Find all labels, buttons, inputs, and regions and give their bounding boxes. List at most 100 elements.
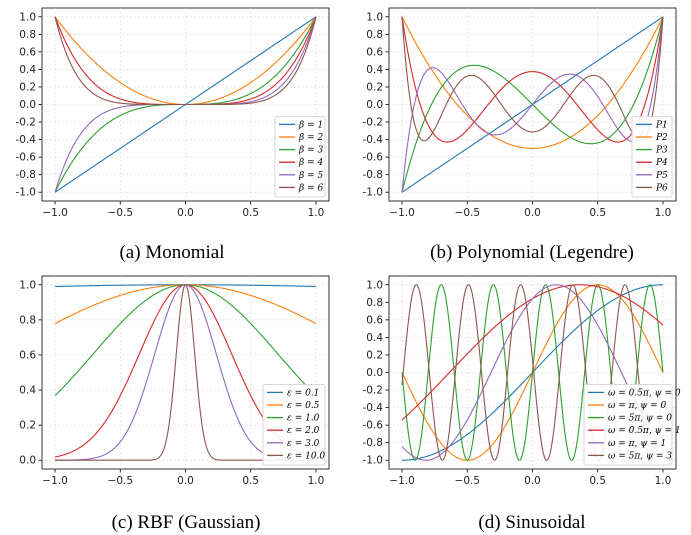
legend: ω = 0.5π, ψ = 0 ω = π, ψ = 0 ω = 5π, ψ = 0… bbox=[583, 383, 681, 466]
x-tick-label: 1.0 bbox=[655, 475, 672, 487]
x-tick-label: −0.5 bbox=[108, 475, 134, 487]
x-tick-labels: −1.0 −0.5 0.0 0.5 1.0 bbox=[389, 201, 671, 219]
series-lines bbox=[401, 16, 664, 193]
panel-monomial: −1.0 −0.5 0.0 0.5 1.0 -1.0 -0.8 -0.6 -0.4 -0.2 0.… bbox=[16, 7, 330, 263]
y-tick-label: -0.8 bbox=[363, 437, 384, 449]
y-tick-label: 0.4 bbox=[19, 64, 36, 76]
y-tick-label: 1.0 bbox=[19, 11, 36, 23]
y-tick-label: 0.4 bbox=[366, 332, 383, 344]
legend-label: ω = 5π, ψ = 0 bbox=[608, 414, 672, 424]
y-tick-label: -0.8 bbox=[16, 169, 37, 181]
y-tick-label: 1.0 bbox=[366, 11, 383, 23]
x-tick-label: 1.0 bbox=[308, 207, 325, 219]
x-tick-label: −1.0 bbox=[42, 475, 68, 487]
y-tick-label: 0.0 bbox=[366, 99, 383, 111]
y-tick-label: 0.8 bbox=[19, 29, 36, 41]
x-tick-label: 0.0 bbox=[177, 207, 194, 219]
y-tick-labels: -1.0 -0.8 -0.6 -0.4 -0.2 0.0 0.2 0.4 0.6 0.8 1.0 bbox=[363, 279, 389, 467]
legend-label: β = 1 bbox=[298, 120, 323, 130]
legend: ε = 0.1 ε = 0.5 ε = 1.0 ε = 2.0 ε = 3.0 ε = 1… bbox=[262, 383, 325, 466]
y-tick-label: -1.0 bbox=[363, 187, 384, 199]
caption-legendre: (b) Polynomial (Legendre) bbox=[430, 242, 634, 263]
x-tick-label: −0.5 bbox=[108, 207, 134, 219]
legend-label: ε = 2.0 bbox=[287, 426, 320, 436]
y-tick-label: 0.2 bbox=[19, 81, 36, 93]
y-tick-label: -1.0 bbox=[16, 187, 37, 199]
y-tick-label: -0.2 bbox=[363, 117, 384, 129]
series-line bbox=[401, 284, 664, 461]
legend-label: ε = 0.1 bbox=[287, 388, 319, 398]
x-tick-labels: −1.0 −0.5 0.0 0.5 1.0 bbox=[389, 469, 671, 487]
y-tick-label: 0.0 bbox=[366, 367, 383, 379]
series-line bbox=[401, 16, 664, 193]
series-line bbox=[54, 16, 317, 106]
legend-label: P2 bbox=[655, 133, 668, 143]
legend-label: ω = π, ψ = 1 bbox=[608, 439, 666, 449]
legend-label: ε = 0.5 bbox=[287, 401, 320, 411]
y-tick-label: -0.6 bbox=[363, 420, 384, 432]
caption-gaussian: (c) RBF (Gaussian) bbox=[112, 512, 261, 533]
series-line bbox=[401, 16, 664, 142]
y-tick-labels: -1.0 -0.8 -0.6 -0.4 -0.2 0.0 0.2 0.4 0.6 0.8 1.0 bbox=[16, 11, 42, 199]
x-tick-label: −1.0 bbox=[389, 475, 415, 487]
series-lines bbox=[54, 16, 317, 193]
y-tick-label: -0.6 bbox=[16, 152, 37, 164]
legend-label: ε = 3.0 bbox=[287, 439, 320, 449]
y-tick-label: 0.8 bbox=[366, 29, 383, 41]
x-tick-label: 0.5 bbox=[589, 207, 606, 219]
x-tick-labels: −1.0 −0.5 0.0 0.5 1.0 bbox=[42, 201, 324, 219]
y-tick-label: 0.6 bbox=[19, 46, 36, 58]
x-tick-label: 0.5 bbox=[242, 475, 259, 487]
legend-box bbox=[583, 383, 673, 466]
y-tick-label: -0.4 bbox=[363, 134, 384, 146]
legend-label: β = 4 bbox=[298, 158, 323, 168]
x-tick-label: −1.0 bbox=[42, 207, 68, 219]
y-tick-label: 0.6 bbox=[19, 349, 36, 361]
x-tick-label: −1.0 bbox=[389, 207, 415, 219]
legend-label: β = 6 bbox=[298, 183, 323, 193]
y-tick-label: 1.0 bbox=[366, 279, 383, 291]
y-tick-label: 0.0 bbox=[19, 99, 36, 111]
legend-label: ε = 1.0 bbox=[287, 414, 320, 424]
y-tick-labels: 0.0 0.2 0.4 0.6 0.8 1.0 bbox=[19, 279, 42, 467]
y-tick-label: 0.6 bbox=[366, 46, 383, 58]
x-tick-label: 0.0 bbox=[524, 207, 541, 219]
panel-gaussian: −1.0 −0.5 0.0 0.5 1.0 0.0 0.2 0.4 0.6 0.8 1.0 ε =… bbox=[19, 275, 330, 533]
y-tick-label: -0.6 bbox=[363, 152, 384, 164]
legend-label: β = 2 bbox=[298, 133, 323, 143]
y-tick-label: 0.2 bbox=[19, 420, 36, 432]
legend-label: ω = 0.5π, ψ = 0 bbox=[608, 388, 681, 398]
y-tick-label: -1.0 bbox=[363, 455, 384, 467]
y-tick-label: 0.8 bbox=[19, 314, 36, 326]
series-line bbox=[401, 16, 664, 149]
legend: P1 P2 P3 P4 P5 P6 bbox=[631, 116, 673, 198]
y-tick-label: 1.0 bbox=[19, 279, 36, 291]
y-tick-label: -0.4 bbox=[16, 134, 37, 146]
series-line bbox=[401, 16, 664, 143]
x-tick-label: 1.0 bbox=[655, 207, 672, 219]
y-tick-labels: -1.0 -0.8 -0.6 -0.4 -0.2 0.0 0.2 0.4 0.6 0.8 1.0 bbox=[363, 11, 389, 199]
legend-label: P6 bbox=[655, 183, 668, 193]
panel-legendre: −1.0 −0.5 0.0 0.5 1.0 -1.0 -0.8 -0.6 -0.4 -0.2 0.… bbox=[363, 7, 677, 263]
legend-label: P3 bbox=[655, 146, 668, 156]
y-tick-label: -0.8 bbox=[363, 169, 384, 181]
legend-label: β = 5 bbox=[298, 171, 323, 181]
legend-label: P5 bbox=[655, 171, 668, 181]
y-tick-label: 0.4 bbox=[19, 385, 36, 397]
legend-label: β = 3 bbox=[298, 146, 323, 156]
y-tick-label: 0.6 bbox=[366, 314, 383, 326]
y-tick-label: 0.4 bbox=[366, 64, 383, 76]
panel-sinusoidal: −1.0 −0.5 0.0 0.5 1.0 -1.0 -0.8 -0.6 -0.4 -0.2 0.… bbox=[363, 275, 681, 533]
x-tick-label: −0.5 bbox=[455, 475, 481, 487]
y-tick-label: -0.2 bbox=[16, 117, 37, 129]
x-tick-label: −0.5 bbox=[455, 207, 481, 219]
legend-label: ω = π, ψ = 0 bbox=[608, 401, 667, 411]
y-tick-label: 0.0 bbox=[19, 455, 36, 467]
y-tick-label: 0.2 bbox=[366, 349, 383, 361]
x-tick-label: 0.5 bbox=[242, 207, 259, 219]
x-tick-label: 0.0 bbox=[524, 475, 541, 487]
legend-label: ε = 10.0 bbox=[287, 451, 325, 461]
legend: β = 1 β = 2 β = 3 β = 4 β = 5 β = 6 bbox=[274, 116, 326, 198]
y-tick-label: 0.8 bbox=[366, 297, 383, 309]
